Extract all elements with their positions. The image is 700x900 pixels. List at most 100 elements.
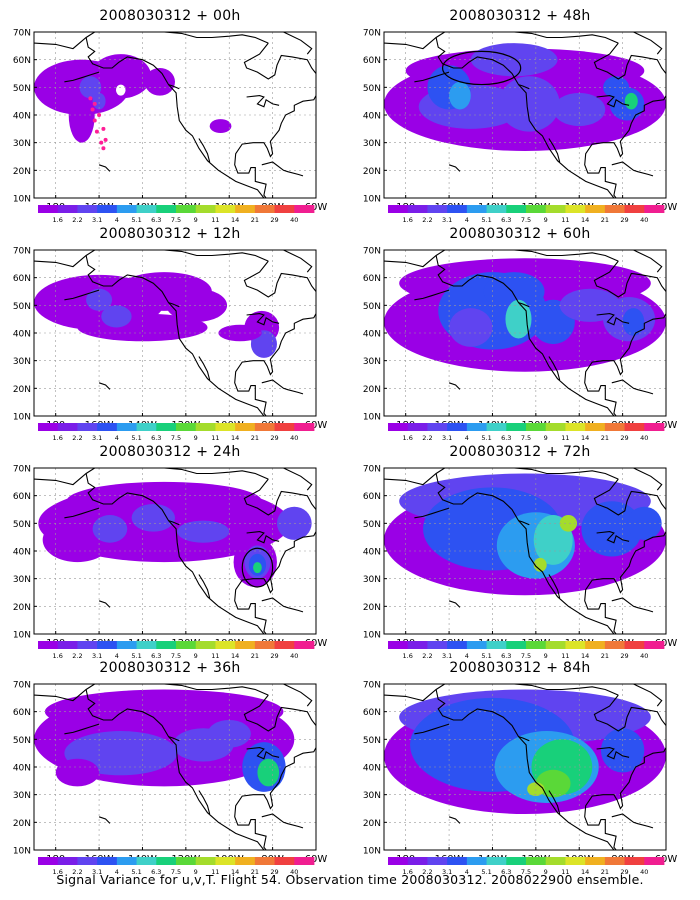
lat-tick-label: 60N <box>363 708 381 718</box>
colorbar-swatch <box>136 641 157 649</box>
lat-tick-label: 70N <box>13 29 31 39</box>
coastline <box>64 289 100 301</box>
coastline <box>246 531 280 544</box>
variance-region <box>92 515 128 543</box>
lat-tick-label: 40N <box>363 330 381 340</box>
coastline <box>85 473 265 634</box>
colorbar-label: 2.2 <box>72 216 82 224</box>
colorbar-label: 6.3 <box>151 868 161 876</box>
variance-region <box>449 308 493 347</box>
coastline <box>518 520 530 526</box>
forecast-map: 70N60N50N40N30N20N10N180160W140W120W100W… <box>363 681 678 866</box>
colorbar-swatch <box>116 641 137 649</box>
colorbar-label: 11 <box>561 652 569 660</box>
map-panel-36h: 2008030312 + 36h 70N60N50N40N30N20N10N18… <box>0 658 340 876</box>
coastline <box>633 684 663 707</box>
colorbar-label: 1.6 <box>53 434 63 442</box>
colorbar-label: 2.2 <box>422 434 432 442</box>
colorbar-swatch <box>624 641 645 649</box>
lat-tick-label: 40N <box>363 764 381 774</box>
lon-tick-label: 60W <box>655 202 678 213</box>
colorbar-label: 2.2 <box>422 868 432 876</box>
colorbar-swatch <box>427 857 448 865</box>
coastline <box>283 684 313 707</box>
coastline <box>261 813 304 829</box>
colorbar-label: 5.1 <box>481 216 491 224</box>
panel-title: 2008030312 + 60h <box>449 226 591 242</box>
coastline <box>596 531 630 544</box>
colorbar-label: 14 <box>581 652 589 660</box>
colorbar-swatch <box>77 423 98 431</box>
colorbar-label: 21 <box>601 216 609 224</box>
coastline <box>261 161 304 177</box>
colorbar-label: 29 <box>620 434 628 442</box>
colorbar-label: 9 <box>544 868 548 876</box>
coastline <box>611 813 654 829</box>
lat-tick-label: 60N <box>13 708 31 718</box>
coastline <box>168 736 180 742</box>
lat-tick-label: 10N <box>363 413 381 423</box>
lat-tick-label: 50N <box>13 736 31 746</box>
colorbar: 1.6 2.2 3.1 4 5.1 6.3 7.5 9 11 14 21 29 40 <box>38 205 315 224</box>
colorbar-swatch <box>97 205 118 213</box>
colorbar-swatch <box>254 857 275 865</box>
colorbar-label: 7.5 <box>521 216 531 224</box>
coastline <box>584 747 666 850</box>
colorbar-swatch <box>506 857 527 865</box>
coastline <box>283 32 313 55</box>
colorbar-swatch <box>274 205 295 213</box>
coastline <box>435 473 615 634</box>
coastline <box>198 574 211 599</box>
colorbar-swatch <box>156 641 177 649</box>
coastline <box>261 379 304 395</box>
colorbar-swatch <box>447 423 468 431</box>
colorbar-swatch <box>294 205 315 213</box>
coastline <box>243 42 316 80</box>
colorbar-swatch <box>274 423 295 431</box>
lat-tick-label: 50N <box>13 520 31 530</box>
coastline <box>593 478 666 516</box>
colorbar-swatch <box>466 641 487 649</box>
colorbar-label: 40 <box>640 434 648 442</box>
colorbar-swatch <box>195 641 216 649</box>
figure-caption: Signal Variance for u,v,T. Flight 54. Ob… <box>56 872 644 887</box>
lat-tick-label: 40N <box>13 548 31 558</box>
colorbar-swatch <box>447 205 468 213</box>
colorbar-label: 29 <box>270 216 278 224</box>
lat-tick-label: 70N <box>13 247 31 257</box>
colorbar-label: 4 <box>115 434 119 442</box>
variance-region <box>624 92 638 110</box>
colorbar-swatch <box>176 205 197 213</box>
colorbar-label: 3.1 <box>442 652 452 660</box>
colorbar-swatch <box>585 205 606 213</box>
colorbar-swatch <box>38 857 59 865</box>
colorbar-label: 1.6 <box>403 434 413 442</box>
coastline <box>414 71 450 83</box>
colorbar-swatch <box>545 205 566 213</box>
lat-tick-label: 60N <box>13 492 31 502</box>
colorbar-swatch <box>486 857 507 865</box>
coastline <box>261 597 304 613</box>
colorbar-label: 5.1 <box>481 868 491 876</box>
colorbar-label: 1.6 <box>53 652 63 660</box>
colorbar-swatch <box>545 641 566 649</box>
colorbar-swatch <box>215 857 236 865</box>
colorbar-swatch <box>427 423 448 431</box>
colorbar-swatch <box>526 205 547 213</box>
coastline <box>198 138 211 163</box>
colorbar-label: 2.2 <box>422 652 432 660</box>
coastline <box>611 161 654 177</box>
flight-track-marker <box>101 126 106 131</box>
coastline <box>593 694 666 732</box>
coastline <box>633 468 663 491</box>
colorbar-swatch <box>526 857 547 865</box>
colorbar-label: 40 <box>640 652 648 660</box>
coastline <box>448 600 461 608</box>
forecast-map: 70N60N50N40N30N20N10N180160W140W120W100W… <box>13 681 328 866</box>
lat-tick-label: 20N <box>13 603 31 613</box>
colorbar-label: 29 <box>270 868 278 876</box>
lat-tick-label: 10N <box>13 195 31 205</box>
colorbar-label: 29 <box>270 652 278 660</box>
colorbar-label: 2.2 <box>422 216 432 224</box>
lat-tick-label: 60N <box>363 56 381 66</box>
